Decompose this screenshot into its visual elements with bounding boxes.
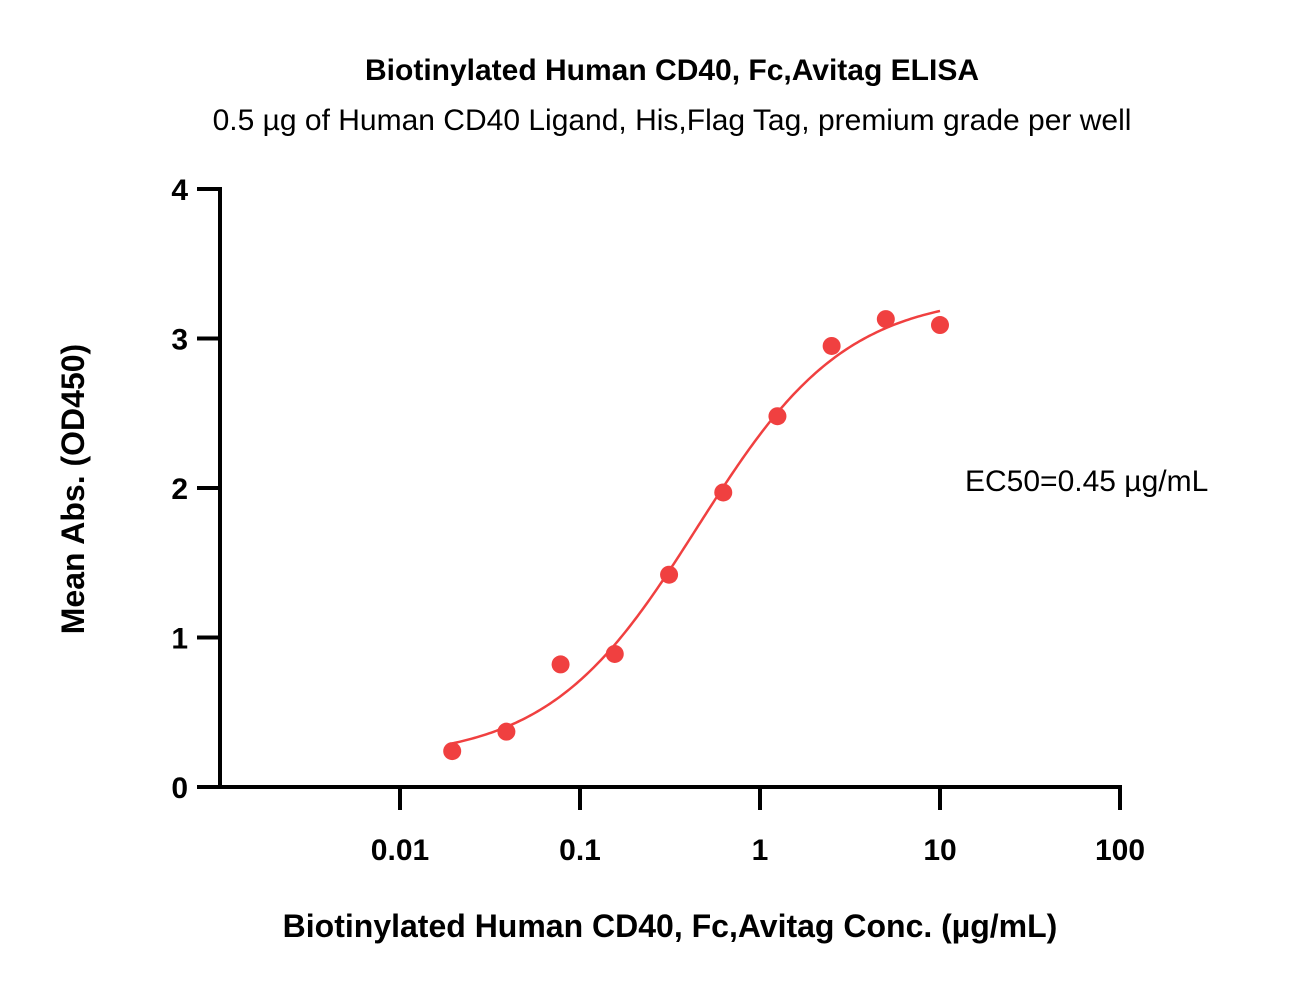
data-point: [768, 407, 787, 426]
y-tick-label: 1: [171, 623, 188, 656]
data-points-layer: [443, 310, 949, 761]
data-point: [931, 316, 949, 335]
fit-curve-layer: [451, 309, 941, 745]
x-axis-ticks: 0.01 0.1 1 10 100: [371, 787, 1145, 867]
data-point: [876, 310, 895, 329]
x-tick-label: 0.01: [371, 834, 429, 867]
data-point: [660, 565, 679, 584]
x-tick-label: 10: [923, 834, 956, 867]
ec50-annotation: EC50=0.45 µg/mL: [965, 465, 1208, 498]
x-tick-label: 100: [1095, 834, 1145, 867]
y-tick-label: 2: [171, 473, 188, 506]
y-axis-label: Mean Abs. (OD450): [55, 344, 91, 634]
y-tick-label: 4: [171, 174, 188, 207]
chart-title: Biotinylated Human CD40, Fc,Avitag ELISA: [365, 54, 979, 87]
fit-curve: [451, 309, 941, 745]
data-point: [822, 336, 841, 355]
y-tick-label: 3: [171, 324, 188, 357]
data-point: [714, 483, 733, 502]
y-tick-label: 0: [171, 772, 188, 805]
x-axis-label: Biotinylated Human CD40, Fc,Avitag Conc.…: [283, 908, 1058, 944]
x-tick-label: 0.1: [559, 834, 601, 867]
data-point: [605, 644, 624, 663]
data-point: [551, 655, 570, 674]
chart-subtitle: 0.5 µg of Human CD40 Ligand, His,Flag Ta…: [213, 104, 1132, 137]
data-point: [497, 722, 516, 741]
y-axis-ticks: 0 1 2 3 4: [171, 174, 220, 805]
x-tick-label: 1: [752, 834, 769, 867]
data-point: [443, 742, 462, 761]
